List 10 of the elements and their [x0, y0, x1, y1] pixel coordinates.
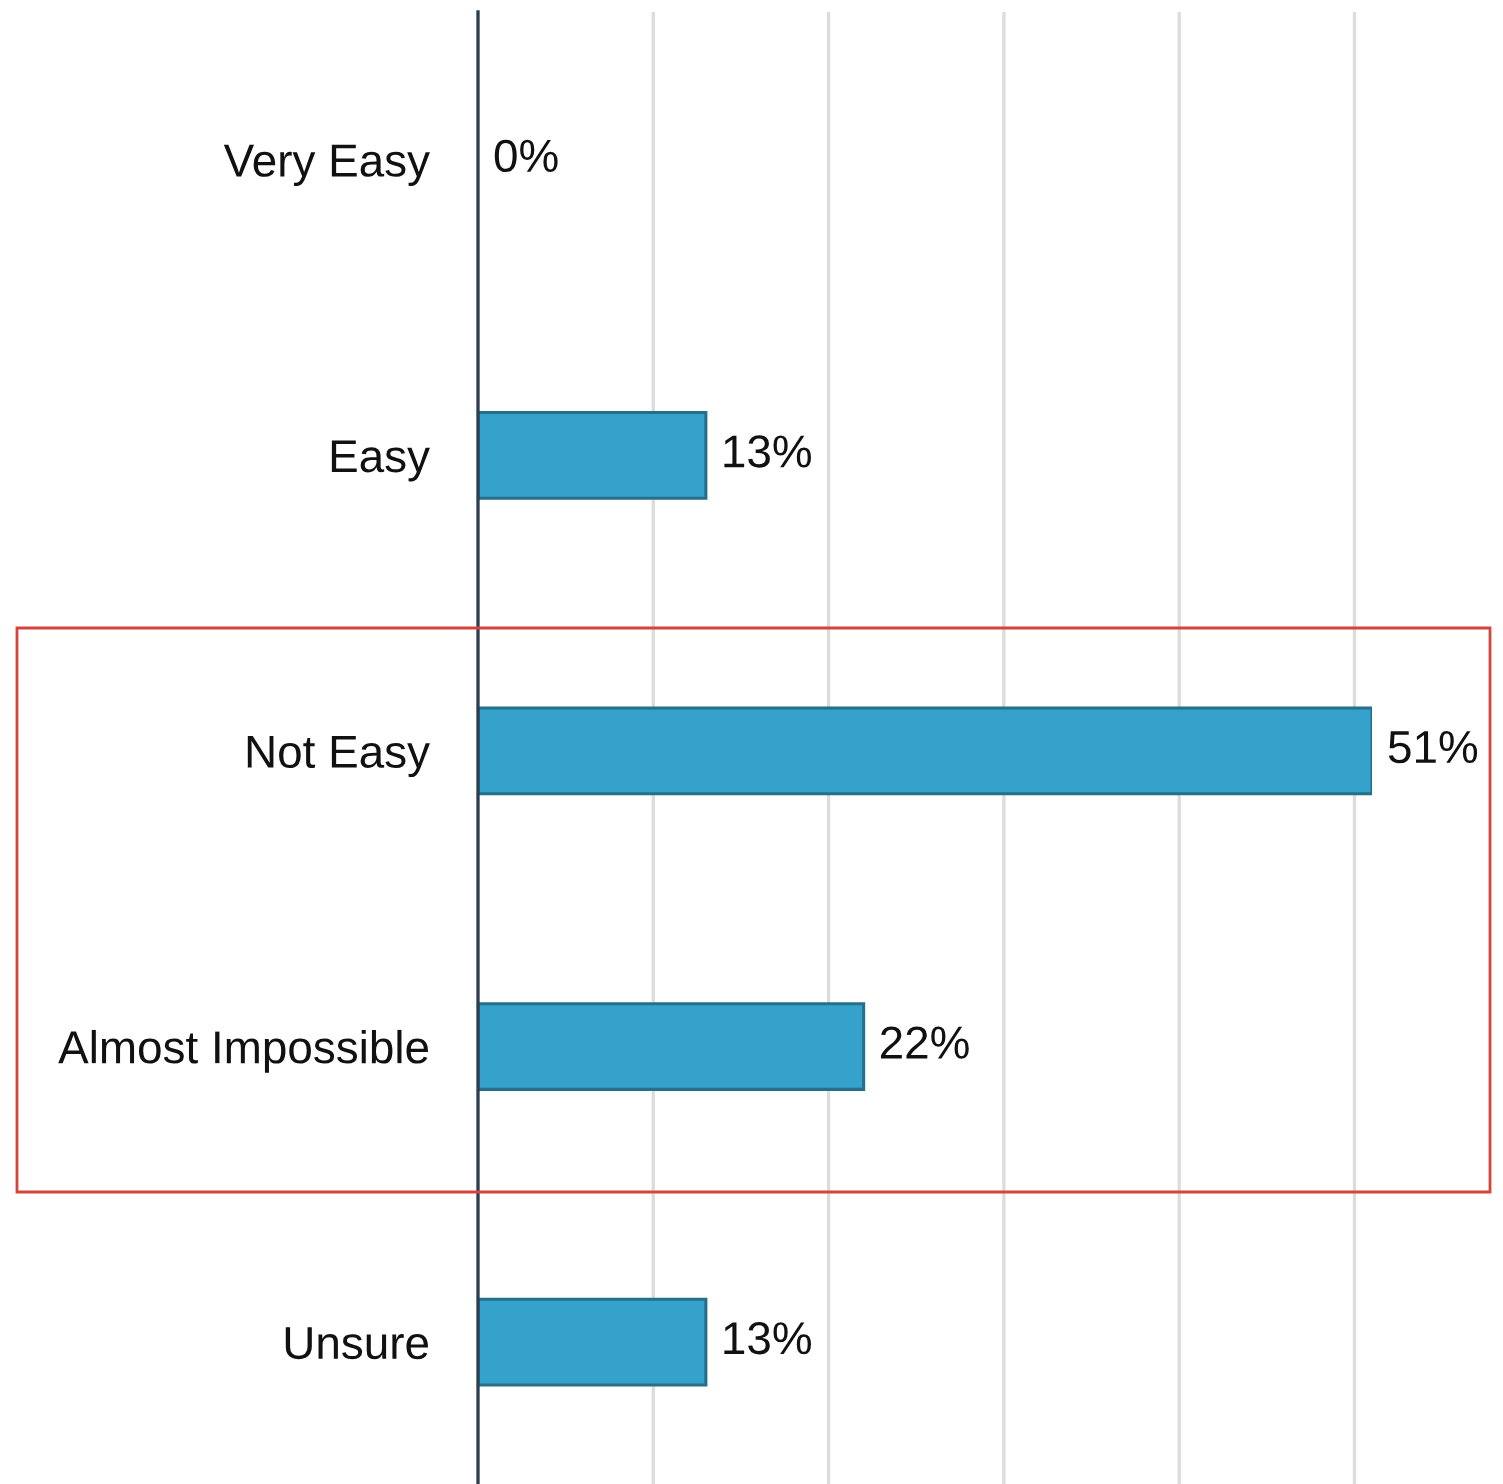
y-tick-label: Very Easy	[223, 144, 430, 186]
data-label: 0%	[494, 139, 558, 173]
y-tick-label: Not Easy	[247, 736, 430, 778]
y-tick-label: Easy	[331, 440, 430, 482]
data-label: 51%	[1388, 731, 1478, 764]
data-label: 13%	[724, 1321, 811, 1355]
y-tick-label: Almost Impossible	[58, 1029, 428, 1073]
data-label: 13%	[724, 435, 811, 468]
data-label: 22%	[880, 1026, 969, 1059]
y-tick-label: Unsure	[285, 1327, 428, 1360]
